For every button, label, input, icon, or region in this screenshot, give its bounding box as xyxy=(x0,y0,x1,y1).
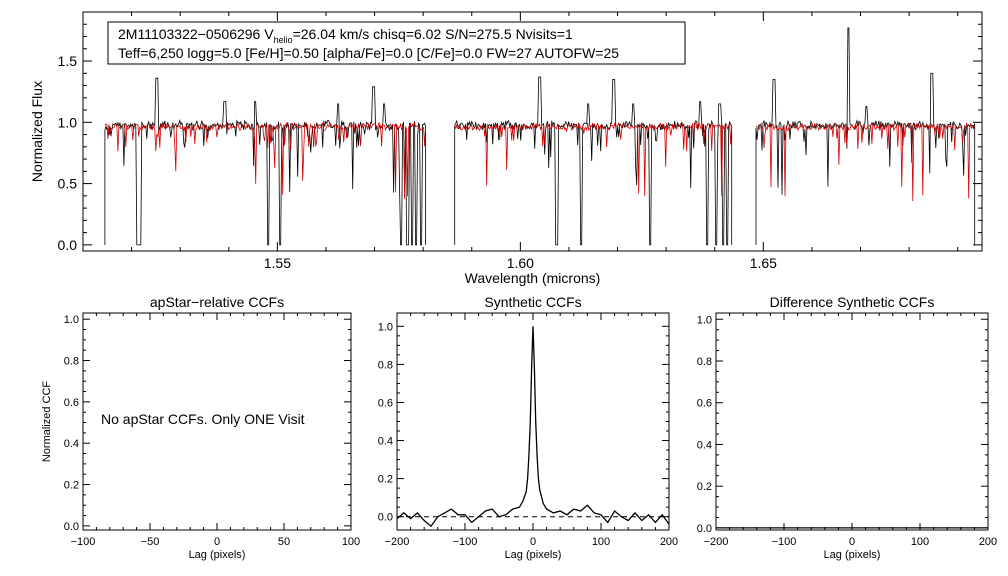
x-tick-label: −100 xyxy=(71,536,96,548)
y-tick-label: 0.5 xyxy=(58,176,78,192)
x-tick-label: −200 xyxy=(704,536,729,548)
y-tick-label: 0.0 xyxy=(58,237,78,253)
y-axis-label: Normalized CCF xyxy=(41,381,53,463)
y-tick-label: 0.6 xyxy=(697,398,712,410)
panel-title: Synthetic CCFs xyxy=(484,294,581,310)
y-tick-label: 0.4 xyxy=(378,436,393,448)
v-prefix: V xyxy=(264,26,274,42)
velocity-stats: =26.04 km/s chisq=6.02 S/N=275.5 Nvisits… xyxy=(293,26,573,42)
x-tick-label: −200 xyxy=(385,536,410,548)
observed-spectrum-chip-1 xyxy=(104,77,427,246)
x-tick-label: −50 xyxy=(141,536,160,548)
y-tick-label: 0.0 xyxy=(64,521,79,533)
x-tick-label: 50 xyxy=(278,536,290,548)
panel-title: Difference Synthetic CCFs xyxy=(770,294,935,310)
x-tick-label: −100 xyxy=(772,536,797,548)
y-tick-label: 0.2 xyxy=(64,480,79,492)
y-tick-label: 0.4 xyxy=(64,438,79,450)
y-tick-label: 0.6 xyxy=(378,397,393,409)
model-spectrum-series xyxy=(104,121,976,202)
no-ccf-annotation: No apStar CCFs. Only ONE Visit xyxy=(101,411,305,427)
x-tick-label: 1.55 xyxy=(264,255,291,271)
model-spectrum-chip-2 xyxy=(454,121,733,197)
x-axis-label: Lag (pixels) xyxy=(189,549,246,561)
y-tick-label: 1.0 xyxy=(64,314,79,326)
x-tick-label: −100 xyxy=(453,536,478,548)
y-tick-label: 1.5 xyxy=(58,53,78,69)
panel-title: apStar−relative CCFs xyxy=(150,294,284,310)
v-subscript: helio xyxy=(274,35,293,45)
y-axis-label: Normalized Flux xyxy=(29,81,45,182)
x-tick-label: 1.65 xyxy=(750,255,777,271)
plot-frame xyxy=(715,312,989,531)
model-spectrum-chip-1 xyxy=(104,121,426,199)
model-spectrum-chip-3 xyxy=(755,121,976,202)
y-tick-label: 0.8 xyxy=(64,356,79,368)
y-tick-label: 0.6 xyxy=(64,397,79,409)
x-tick-label: 200 xyxy=(660,536,678,548)
y-tick-label: 0.8 xyxy=(697,356,712,368)
y-tick-label: 0.4 xyxy=(697,439,712,451)
y-tick-label: 0.2 xyxy=(378,474,393,486)
plot-frame xyxy=(82,11,983,252)
x-axis-label: Wavelength (microns) xyxy=(465,270,601,286)
x-tick-label: 0 xyxy=(214,536,220,548)
y-tick-label: 0.8 xyxy=(378,359,393,371)
apstar-ccf-panel: −100 −50 0 50 100 0.0 0.2 0.4 0.6 0.8 1.0 apStar−re… xyxy=(41,294,360,561)
ccf-series-line xyxy=(396,326,670,528)
x-tick-label: 100 xyxy=(342,536,360,548)
info-line-2: Teff=6,250 logg=5.0 [Fe/H]=0.50 [alpha/F… xyxy=(118,45,619,61)
observed-spectrum-chip-2 xyxy=(454,76,733,246)
info-box xyxy=(107,21,686,65)
x-tick-label: 0 xyxy=(849,536,855,548)
x-axis-label: Lag (pixels) xyxy=(505,549,562,561)
info-line-1: 2M11103322−0506296 Vhelio=26.04 km/s chi… xyxy=(118,26,573,45)
y-tick-label: 0.0 xyxy=(697,523,712,535)
y-tick-label: 0.0 xyxy=(378,512,393,524)
x-tick-label: 100 xyxy=(911,536,929,548)
spectrum-panel: 1.55 1.60 1.65 0.0 0.5 1.0 1.5 Wavelength (micr… xyxy=(29,11,983,286)
y-tick-label: 1.0 xyxy=(58,114,78,130)
y-tick-label: 1.0 xyxy=(378,321,393,333)
observed-spectrum-chip-3 xyxy=(755,27,976,245)
x-tick-label: 200 xyxy=(979,536,997,548)
y-tick-label: 0.2 xyxy=(697,481,712,493)
y-tick-label: 1.0 xyxy=(697,314,712,326)
x-axis-label: Lag (pixels) xyxy=(824,549,881,561)
synthetic-ccf-panel: −200 −100 0 100 200 0.0 0.2 0.4 0.6 0.8 1.0 Synthet… xyxy=(378,294,678,561)
star-id: 2M11103322−0506296 xyxy=(118,26,264,42)
x-tick-label: 0 xyxy=(530,536,536,548)
difference-ccf-panel: −200 −100 0 100 200 0.0 0.2 0.4 0.6 0.8 1.0 Differe… xyxy=(697,294,997,561)
x-tick-label: 1.60 xyxy=(507,255,534,271)
x-tick-label: 100 xyxy=(592,536,610,548)
